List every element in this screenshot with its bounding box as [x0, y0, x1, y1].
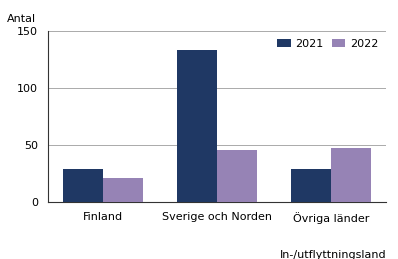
Bar	[331, 148, 371, 202]
Bar	[177, 51, 217, 202]
Bar	[63, 169, 103, 202]
Bar	[217, 150, 257, 202]
Bar	[103, 178, 143, 202]
Bar	[291, 169, 331, 202]
Text: In-/utflyttningsland: In-/utflyttningsland	[279, 250, 386, 259]
Text: Antal: Antal	[7, 14, 36, 24]
Legend: 2021, 2022: 2021, 2022	[275, 37, 380, 51]
